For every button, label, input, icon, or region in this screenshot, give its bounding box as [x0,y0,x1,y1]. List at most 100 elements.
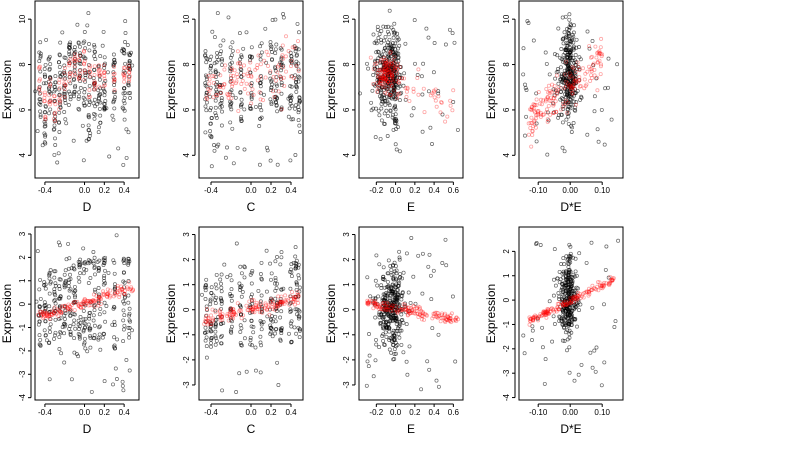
observed-point [379,90,384,95]
observed-point [606,56,611,61]
fitted-point [76,57,81,62]
observed-point [216,142,221,147]
fitted-point [245,91,250,96]
observed-point [210,29,215,34]
observed-point [258,370,263,375]
observed-point [592,109,597,114]
observed-point [594,345,599,350]
y-tick-label: 8 [502,62,511,67]
observed-point [76,96,81,101]
observed-point [97,106,102,111]
observed-point [48,268,53,273]
observed-point [64,257,69,262]
y-axis: 4 6 8 10 [182,14,196,158]
fitted-point [88,63,93,68]
observed-point [38,337,43,342]
observed-point [102,81,107,86]
fitted-point [58,94,63,99]
observed-point [78,74,83,79]
observed-point [83,79,88,84]
observed-point [411,106,416,111]
y-tick-label: 0 [342,307,351,312]
observed-point [102,310,107,315]
fitted-point [242,86,247,91]
observed-point [88,75,93,80]
observed-point [375,283,380,288]
observed-point [82,56,87,61]
fitted-point [260,98,265,103]
fitted-point [112,77,117,82]
observed-point [230,126,235,131]
observed-point [68,97,73,102]
fitted-point [81,48,86,53]
observed-point [92,308,97,313]
points-bottom-E [364,236,461,392]
observed-point [209,285,214,290]
observed-point [521,333,526,338]
fitted-point [296,68,301,73]
fitted-point [62,71,67,76]
observed-point [238,67,243,71]
x-axis-title: D [83,422,92,436]
observed-point [298,130,302,134]
observed-point [68,81,73,86]
observed-point [585,29,590,34]
fitted-point [245,71,250,76]
observed-point [379,118,384,123]
observed-point [281,63,286,68]
fitted-point [407,99,412,104]
plot-box [198,0,304,179]
observed-point [204,344,209,349]
fitted-point [281,75,286,80]
observed-point [296,74,301,79]
fitted-point [443,119,448,124]
fitted-point [581,66,586,71]
observed-point [291,117,296,122]
observed-point [237,31,242,36]
observed-point [259,50,264,55]
x-axis-title: D*E [560,422,581,436]
observed-point [212,61,217,66]
observed-point [397,43,402,48]
observed-point [204,91,209,95]
fitted-point [249,73,254,78]
observed-point [274,75,279,80]
observed-point [381,85,386,90]
y-tick-label: -2 [182,356,191,364]
observed-point [530,338,534,342]
observed-point [229,278,234,283]
observed-point [523,86,528,90]
observed-point [371,73,376,77]
fitted-point [206,87,211,92]
fitted-point [438,319,443,324]
panel-bottom-D: -0.4 0.0 0.2 0.4 D -4 -3 -2 -1 0 1 2 3 Expression [0,226,140,436]
observed-point [389,350,394,355]
fitted-point [122,74,127,79]
observed-point [86,11,91,16]
observed-point [374,50,379,55]
fitted-point [207,87,212,92]
observed-point [37,333,42,338]
observed-point [234,390,239,394]
observed-point [377,345,382,350]
observed-point [81,271,86,276]
observed-point [241,46,246,51]
observed-point [83,316,88,321]
observed-point [273,259,278,264]
fitted-point [416,92,421,97]
observed-point [564,117,569,122]
observed-point [264,60,269,65]
fitted-point [229,96,234,101]
observed-point [428,273,433,278]
fitted-point [276,294,281,299]
observed-point [292,325,297,330]
fitted-point [88,74,93,79]
observed-point [218,83,222,88]
observed-point [57,65,62,69]
observed-point [77,61,82,66]
observed-point [273,17,278,22]
observed-point [395,62,400,67]
observed-point [213,105,218,110]
fitted-point [211,81,216,86]
fitted-point [550,82,555,87]
